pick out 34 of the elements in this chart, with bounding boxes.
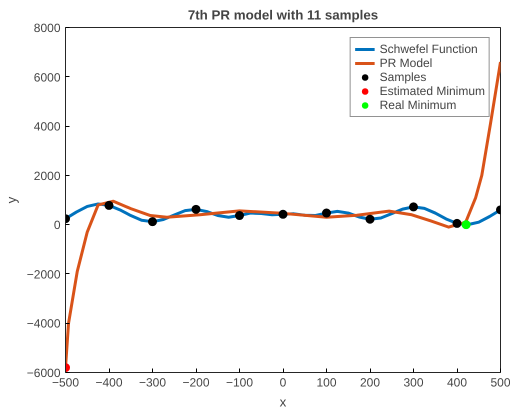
x-tick-label: 200 <box>360 376 380 390</box>
x-tick-label: 300 <box>403 376 424 390</box>
point <box>192 204 200 214</box>
legend-label: PR Model <box>380 56 432 70</box>
point <box>104 200 114 210</box>
point <box>452 218 462 228</box>
y-tick-label: −4000 <box>26 316 61 331</box>
point <box>148 217 157 226</box>
legend-label: Estimated Minimum <box>380 84 485 98</box>
point <box>322 208 331 218</box>
x-tick-label: −200 <box>182 376 210 390</box>
point <box>409 202 418 212</box>
x-axis-title: x <box>280 394 287 410</box>
point <box>235 211 244 220</box>
x-tick-label: −400 <box>95 376 123 390</box>
x-tick-label: 400 <box>446 376 468 390</box>
y-tick-label: −2000 <box>26 267 61 282</box>
legend-label: Samples <box>380 70 426 84</box>
x-tick-label: 100 <box>316 376 337 390</box>
point <box>366 214 374 224</box>
y-tick-label: 0 <box>54 218 61 232</box>
y-tick-label: 8000 <box>34 21 61 35</box>
x-tick-label: 500 <box>490 376 510 390</box>
x-tick-label: −100 <box>226 376 254 390</box>
point <box>278 210 288 219</box>
y-tick-label: 6000 <box>34 70 61 84</box>
legend-label: Real Minimum <box>380 98 456 112</box>
chart-title: 7th PR model with 11 samples <box>188 8 378 22</box>
x-tick-label: 0 <box>280 376 287 390</box>
y-axis-title: y <box>4 196 19 204</box>
legend-label: Schwefel Function <box>380 42 478 56</box>
y-tick-label: 4000 <box>34 120 61 134</box>
y-tick-label: 2000 <box>34 168 61 183</box>
x-tick-label: −300 <box>138 376 166 390</box>
